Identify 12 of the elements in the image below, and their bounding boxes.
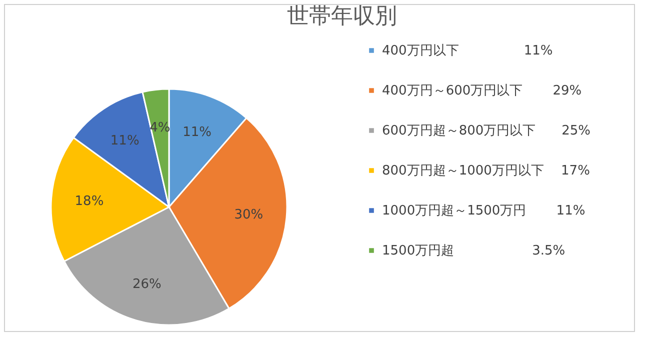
data-label: 26%: [132, 276, 162, 292]
data-label: 11%: [182, 125, 212, 140]
data-label: 30%: [234, 207, 264, 222]
legend-label: 1000万円超～1500万円 11%: [382, 204, 586, 218]
legend-label: 400万円以下 11%: [382, 44, 553, 58]
data-label: 11%: [110, 133, 140, 148]
legend-label: 600万円超～800万円以下 25%: [382, 124, 591, 138]
data-label: 18%: [74, 194, 104, 209]
legend-label: 400万円～600万円以下 29%: [382, 84, 582, 98]
legend-label: 1500万円超 3.5%: [382, 244, 566, 258]
legend-label: 800万円超～1000万円以下 17%: [382, 164, 590, 178]
chart-title: 世帯年収別: [287, 4, 397, 29]
